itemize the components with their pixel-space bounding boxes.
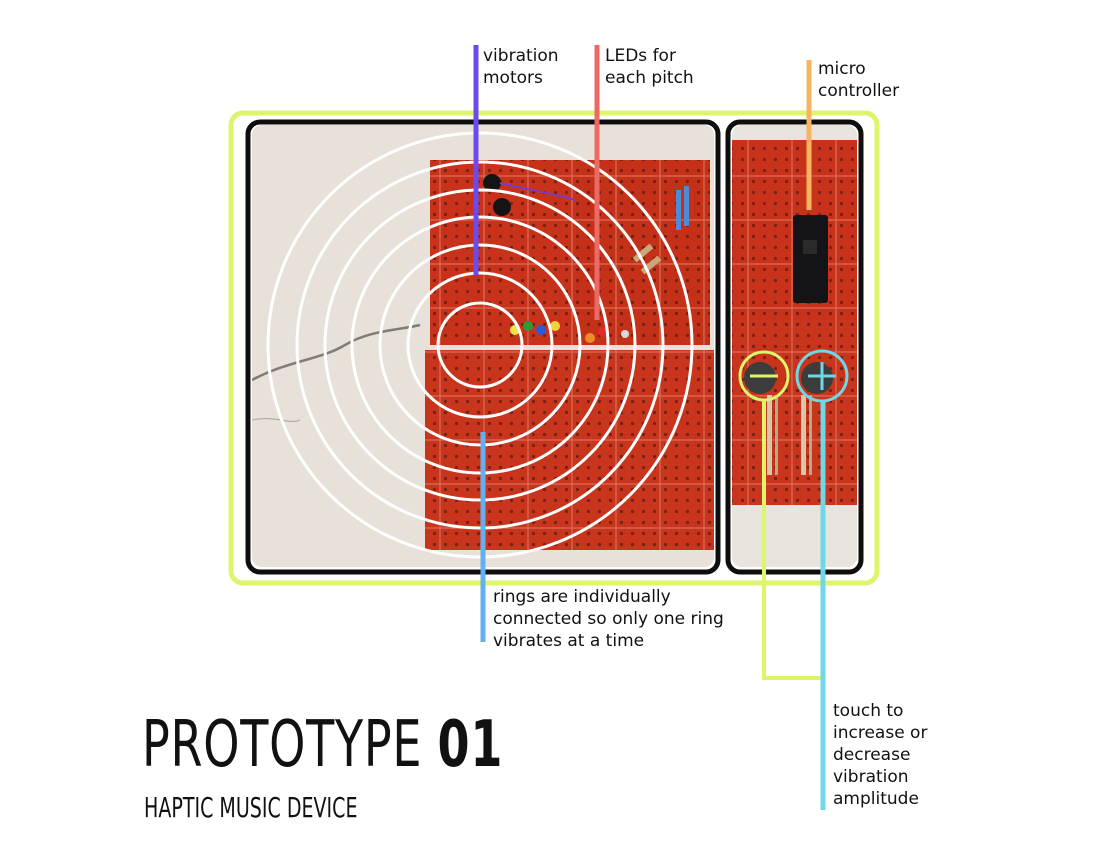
vibration-motors-label: vibration motors: [483, 46, 559, 88]
circuit-board-bottom: [425, 350, 714, 550]
ring: [378, 243, 582, 447]
page-subtitle: HAPTIC MUSIC DEVICE: [144, 791, 358, 824]
force-sensor-right: [801, 362, 833, 394]
ring: [436, 301, 524, 389]
concentric-rings: [266, 131, 694, 559]
microcontroller-chip: [793, 215, 828, 303]
vibration-motor: [483, 174, 501, 192]
outer-frame: [228, 110, 880, 586]
leds-label: LEDs for each pitch: [605, 46, 694, 88]
circuit-board-top-left: [430, 160, 580, 345]
ring: [406, 271, 554, 419]
ring: [266, 131, 694, 559]
force-sensor-left: [744, 362, 776, 394]
title-word: PROTOTYPE: [142, 708, 423, 782]
touch-label: touch to increase or decrease vibration …: [833, 701, 928, 809]
circuit-board-sensors: [732, 320, 857, 505]
ring: [323, 188, 637, 502]
page-title: PROTOTYPE 01: [142, 700, 503, 790]
leds: [510, 321, 629, 343]
rings-label: rings are individually connected so only…: [493, 587, 724, 651]
vibration-motor: [493, 198, 511, 216]
right-panel-frame: [725, 119, 864, 575]
micro-controller-label: micro controller: [818, 59, 900, 101]
left-photo-panel: [252, 125, 714, 567]
ring: [295, 160, 665, 530]
ring: [350, 215, 610, 475]
title-number: 01: [437, 708, 504, 782]
right-photo-panel: [732, 125, 857, 567]
minus-callout-line: [762, 400, 823, 680]
